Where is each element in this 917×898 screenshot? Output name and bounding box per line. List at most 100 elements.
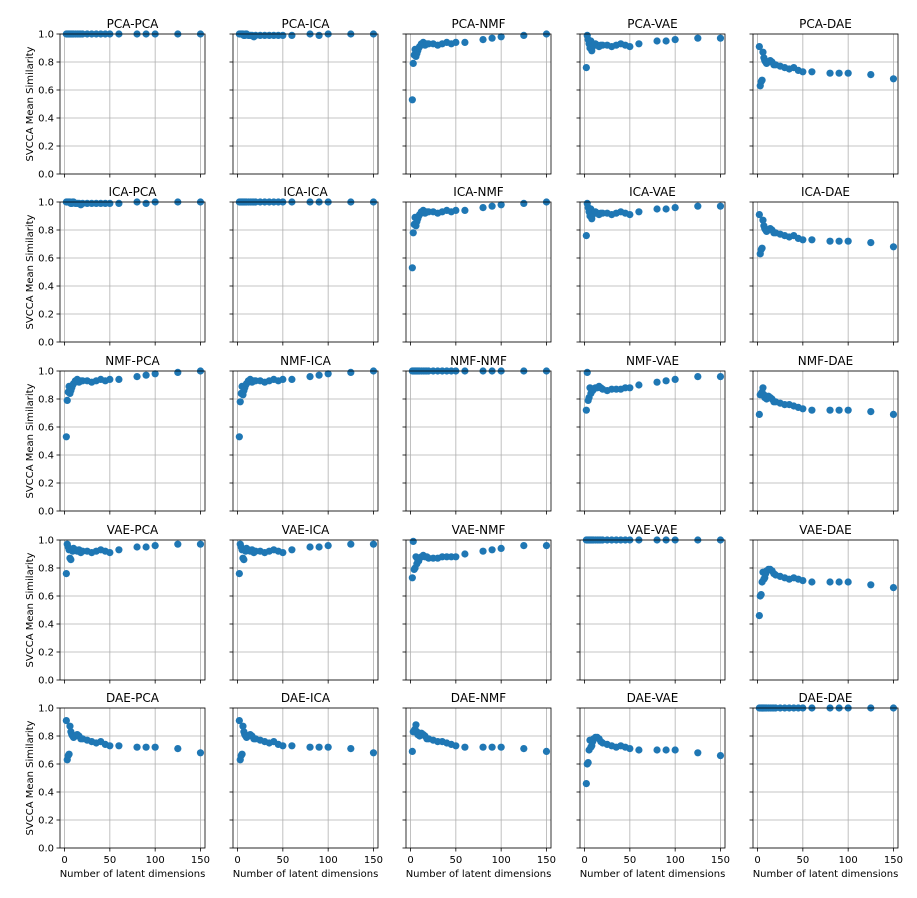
subplot-ica-ica: ICA-ICA — [229, 185, 379, 346]
data-point — [755, 410, 763, 418]
data-point — [174, 540, 182, 548]
x-tick-label: 0 — [61, 855, 67, 866]
data-point — [115, 546, 123, 554]
data-point — [279, 549, 287, 557]
data-point — [452, 742, 460, 750]
data-point — [488, 743, 496, 751]
data-point — [671, 375, 679, 383]
data-point — [62, 717, 70, 725]
data-point — [835, 237, 843, 245]
data-point — [409, 59, 417, 67]
data-point — [808, 236, 816, 244]
subplot-ica-vae: ICA-VAE — [576, 185, 726, 346]
axes-frame — [405, 707, 552, 849]
data-point — [133, 743, 141, 751]
subplot-title: ICA-DAE — [801, 185, 850, 199]
data-point — [62, 570, 70, 578]
subplot-vae-vae: VAE-VAE — [576, 523, 726, 684]
subplot-title: VAE-VAE — [627, 523, 677, 537]
subplot-nmf-ica: NMF-ICA — [229, 354, 379, 515]
subplot-dae-vae: DAE-VAE 0 50 100 150 Number of latent dimensi… — [576, 691, 730, 880]
x-tick-label: 100 — [146, 855, 165, 866]
data-point — [808, 578, 816, 586]
axes-frame — [752, 33, 899, 175]
data-point — [452, 553, 460, 561]
data-point — [757, 591, 765, 599]
data-point — [716, 752, 725, 760]
data-point — [889, 75, 898, 83]
data-point — [288, 546, 296, 554]
data-point — [635, 40, 643, 48]
data-point — [369, 540, 378, 548]
axes-frame — [232, 201, 379, 343]
data-point — [306, 543, 314, 551]
data-point — [662, 205, 670, 213]
data-point — [347, 745, 355, 753]
axes-frame — [59, 370, 206, 512]
y-tick-label: 0.6 — [38, 760, 54, 771]
data-point — [520, 199, 528, 207]
data-point — [174, 745, 182, 753]
x-tick-label: 100 — [492, 855, 511, 866]
data-point — [106, 549, 114, 557]
data-point — [409, 537, 417, 546]
data-point — [409, 229, 417, 237]
data-point — [671, 204, 679, 212]
data-point — [288, 375, 296, 383]
data-point — [671, 746, 679, 754]
data-point — [653, 37, 661, 45]
subplot-title: PCA-PCA — [107, 17, 160, 31]
data-point — [306, 373, 314, 381]
x-tick-label: 0 — [581, 855, 587, 866]
y-tick-label: 0.2 — [38, 310, 54, 321]
x-tick-label: 150 — [364, 855, 383, 866]
y-tick-label: 0.6 — [38, 86, 54, 97]
y-tick-label: 0.6 — [38, 254, 54, 265]
axes-frame — [59, 539, 206, 681]
data-point — [279, 375, 287, 383]
data-point — [408, 96, 416, 104]
data-point — [889, 243, 898, 251]
subplot-title: DAE-DAE — [799, 691, 853, 705]
data-point — [196, 540, 205, 548]
data-point — [142, 199, 150, 207]
data-point — [542, 747, 551, 756]
data-point — [799, 405, 807, 413]
data-point — [662, 377, 670, 385]
y-tick-label: 0.8 — [38, 395, 54, 406]
data-point — [694, 34, 702, 42]
data-point — [488, 34, 496, 42]
data-point — [115, 375, 123, 383]
x-tick-label: 150 — [537, 855, 556, 866]
axes-frame — [752, 539, 899, 681]
data-point — [63, 396, 71, 404]
y-axis-label: SVCCA Mean Similarity — [25, 214, 36, 329]
subplot-title: ICA-NMF — [453, 185, 504, 199]
data-point — [671, 36, 679, 44]
data-point — [452, 38, 460, 47]
data-point — [279, 31, 287, 39]
data-point — [347, 540, 355, 548]
data-point — [889, 410, 898, 418]
subplot-title: VAE-PCA — [107, 523, 159, 537]
data-point — [626, 745, 634, 753]
data-point — [662, 37, 670, 45]
axes-frame — [232, 33, 379, 175]
x-tick-label: 50 — [276, 855, 289, 866]
data-point — [755, 43, 763, 51]
data-point — [694, 202, 702, 210]
axes-frame — [752, 370, 899, 512]
data-point — [497, 201, 505, 209]
data-point — [151, 542, 159, 550]
data-point — [542, 542, 551, 550]
data-point — [315, 743, 323, 751]
data-point — [408, 574, 416, 582]
axes-frame — [579, 539, 726, 681]
data-point — [115, 742, 123, 750]
data-point — [133, 543, 141, 551]
data-point — [106, 199, 114, 207]
data-point — [347, 368, 355, 376]
data-point — [758, 244, 766, 252]
